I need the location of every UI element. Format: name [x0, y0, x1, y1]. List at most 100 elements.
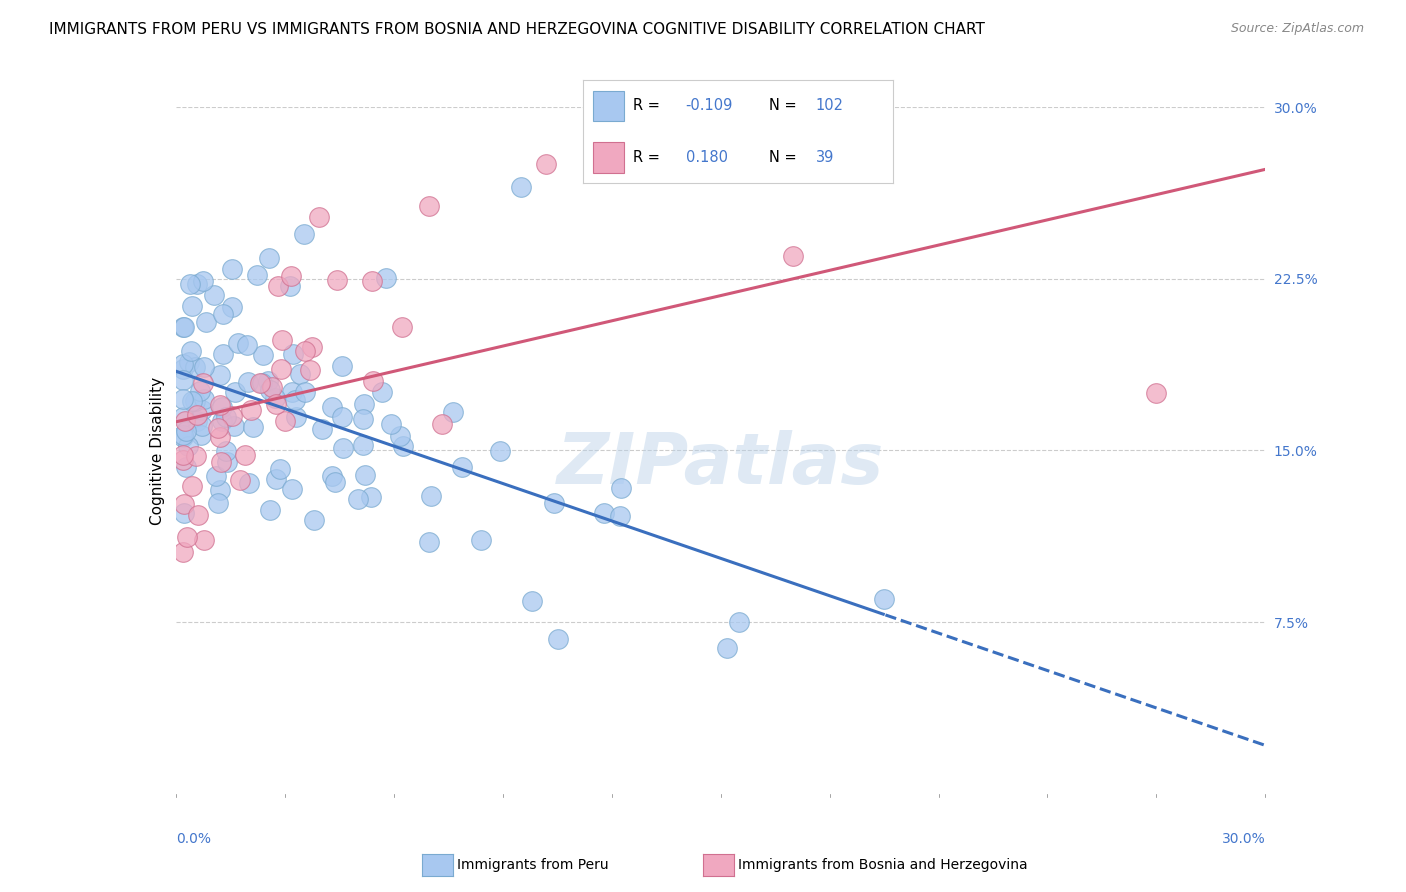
Text: Immigrants from Bosnia and Herzegovina: Immigrants from Bosnia and Herzegovina [738, 858, 1028, 872]
Point [389, 429, 412, 443]
Point [224, 384, 246, 399]
Point [270, 361, 292, 376]
Point [187, 508, 209, 522]
Point [451, 459, 474, 474]
Point [470, 533, 492, 547]
Point [173, 506, 195, 520]
Point [441, 405, 464, 419]
Point [190, 428, 212, 442]
Point [186, 408, 208, 422]
Point [172, 362, 194, 376]
Point [420, 489, 443, 503]
Point [380, 417, 402, 432]
Text: -0.109: -0.109 [686, 98, 733, 113]
Point [174, 459, 197, 474]
Y-axis label: Cognitive Disability: Cognitive Disability [149, 376, 165, 524]
Point [308, 210, 330, 224]
Point [288, 367, 311, 381]
Point [716, 640, 738, 655]
Point [301, 340, 323, 354]
Point [252, 348, 274, 362]
Point [212, 308, 235, 322]
Point [432, 417, 454, 432]
Point [311, 421, 333, 435]
Point [609, 508, 631, 523]
Point [323, 475, 346, 489]
Point [193, 274, 215, 288]
Point [873, 592, 896, 607]
Point [360, 490, 382, 504]
Point [522, 593, 544, 607]
Point [188, 384, 211, 399]
Point [193, 360, 215, 375]
Point [610, 481, 633, 495]
Point [207, 421, 229, 435]
Point [246, 268, 269, 282]
Point [172, 427, 194, 442]
Point [352, 412, 374, 426]
Point [208, 483, 231, 497]
Point [184, 449, 207, 463]
Text: IMMIGRANTS FROM PERU VS IMMIGRANTS FROM BOSNIA AND HERZEGOVINA COGNITIVE DISABIL: IMMIGRANTS FROM PERU VS IMMIGRANTS FROM … [49, 22, 986, 37]
Point [190, 419, 212, 434]
Point [259, 383, 281, 397]
Text: ZIPatlas: ZIPatlas [557, 430, 884, 499]
Point [176, 439, 198, 453]
Point [242, 420, 264, 434]
Point [354, 467, 377, 482]
Point [211, 400, 233, 414]
Point [193, 533, 215, 547]
Text: 0.0%: 0.0% [176, 831, 211, 846]
Point [281, 346, 304, 360]
Point [172, 448, 194, 462]
Point [238, 475, 260, 490]
Point [353, 397, 375, 411]
Point [330, 409, 353, 424]
Point [172, 410, 194, 425]
Point [252, 376, 274, 391]
Point [330, 359, 353, 374]
Point [256, 374, 278, 388]
Point [346, 491, 368, 506]
Point [207, 496, 229, 510]
Point [321, 400, 343, 414]
Point [221, 300, 243, 314]
Point [191, 376, 214, 390]
Point [215, 455, 238, 469]
Point [534, 157, 557, 171]
Point [371, 384, 394, 399]
Point [267, 278, 290, 293]
Point [782, 249, 804, 263]
Point [321, 469, 343, 483]
Point [264, 397, 287, 411]
Point [181, 299, 204, 313]
Point [222, 419, 245, 434]
Point [280, 268, 302, 283]
Point [211, 413, 233, 427]
Point [392, 439, 415, 453]
Point [257, 252, 280, 266]
Point [239, 403, 262, 417]
Text: 39: 39 [815, 150, 834, 165]
Point [180, 479, 202, 493]
Point [1146, 386, 1168, 401]
Point [273, 414, 295, 428]
Point [181, 393, 204, 408]
Point [235, 338, 257, 352]
Point [280, 482, 302, 496]
Point [278, 279, 301, 293]
Point [284, 392, 307, 407]
Point [285, 410, 308, 425]
Point [271, 334, 294, 348]
Point [209, 455, 232, 469]
Point [302, 513, 325, 527]
Point [190, 402, 212, 417]
Point [193, 392, 215, 406]
Point [212, 347, 235, 361]
Point [229, 473, 252, 487]
Point [172, 357, 194, 371]
Point [215, 409, 238, 424]
Text: N =: N = [769, 98, 797, 113]
Point [543, 496, 565, 510]
Point [363, 374, 385, 388]
